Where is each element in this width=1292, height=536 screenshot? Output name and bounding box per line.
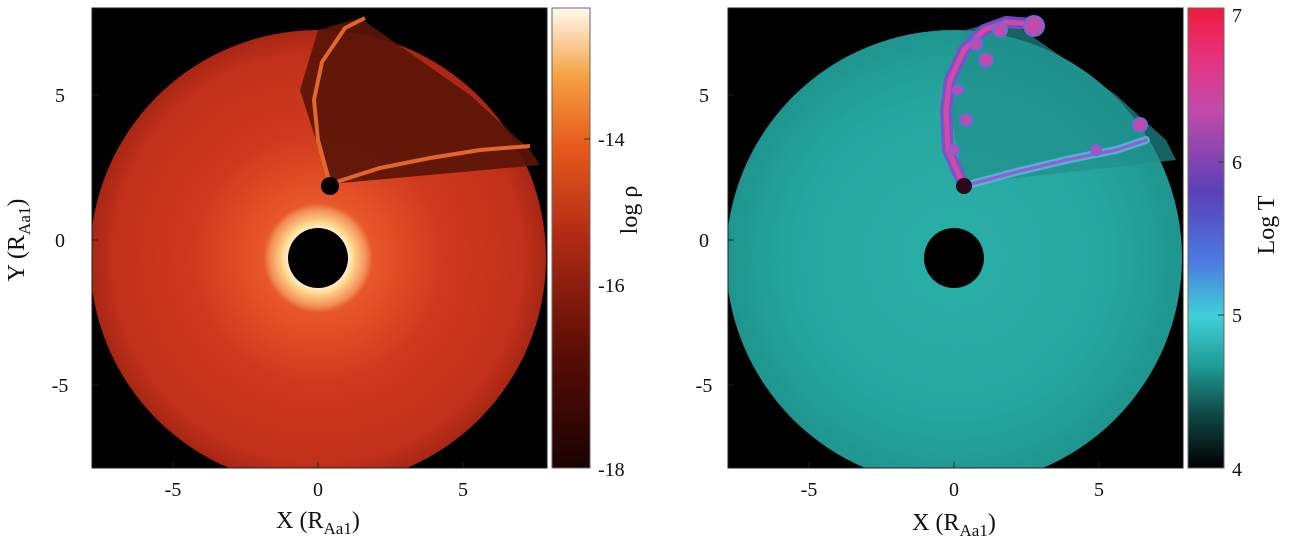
- left-x-axis-label: X (RAa1): [276, 508, 360, 536]
- right-xtick-1: -5: [801, 479, 818, 501]
- temperature-colorbar-tick-6: 6: [1232, 152, 1242, 174]
- density-colorbar-tick-3: -18: [598, 459, 625, 481]
- temperature-colorbar-tick-5: 5: [1232, 305, 1242, 327]
- temperature-colorbar-tick-4: 4: [1232, 459, 1242, 481]
- density-panel: -5 0 5 5 0 -5 X (RAa1) Y (RAa1) -14 -16 …: [4, 7, 643, 536]
- density-shock-edge-lower: [329, 144, 531, 186]
- right-xtick-3: 5: [1094, 479, 1104, 501]
- secondary-star: [321, 177, 339, 195]
- temperature-secondary-star: [956, 178, 972, 194]
- left-ytick-3: -5: [52, 375, 69, 397]
- density-colorbar-label: log ρ: [617, 186, 643, 235]
- density-colorbar-tick-1: -14: [598, 129, 625, 151]
- temperature-colorbar-tick-7: 7: [1232, 5, 1242, 27]
- left-ytick-2: 0: [55, 230, 65, 252]
- right-x-axis-label: X (RAa1): [912, 510, 996, 536]
- density-shock-edge: [311, 16, 366, 185]
- right-xtick-2: 0: [949, 479, 959, 501]
- left-ytick-1: 5: [55, 85, 65, 107]
- left-y-axis-label: Y (RAa1): [4, 199, 34, 282]
- right-ytick-2: 0: [699, 230, 709, 252]
- left-xtick-3: 5: [458, 479, 468, 501]
- temperature-primary-star: [924, 228, 984, 288]
- right-ytick-1: 5: [699, 85, 709, 107]
- temperature-panel: -5 0 5 5 0 -5 X (RAa1) 7 6 5 4 Log T: [696, 5, 1280, 536]
- left-xtick-1: -5: [165, 479, 182, 501]
- left-xtick-2: 0: [313, 479, 323, 501]
- temperature-colorbar-label: Log T: [1254, 195, 1280, 254]
- density-colorbar-tick-2: -16: [598, 275, 625, 297]
- temperature-colorbar: [1187, 7, 1225, 469]
- primary-star: [288, 228, 348, 288]
- right-ytick-3: -5: [696, 375, 713, 397]
- density-colorbar: [551, 7, 591, 469]
- density-wind-cavity: [300, 18, 540, 184]
